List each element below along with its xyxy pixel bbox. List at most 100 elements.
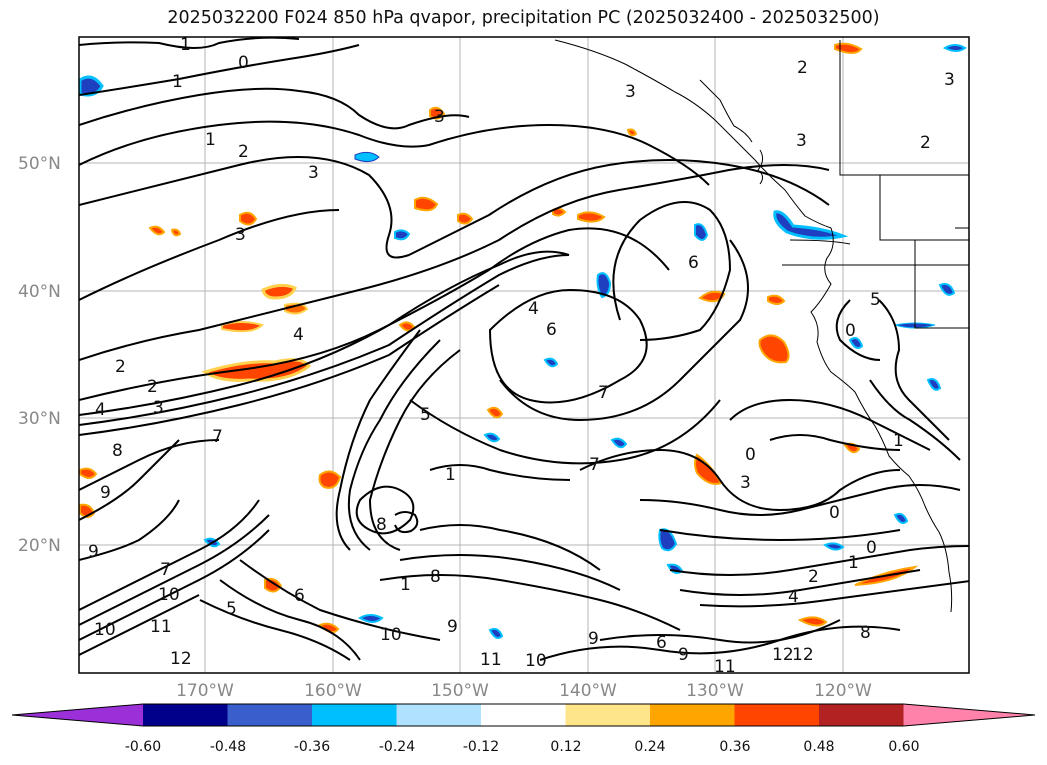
contour-label: 2: [238, 142, 249, 162]
colorbar-level-label: 0.36: [719, 739, 750, 755]
colorbar-level-label: -0.48: [210, 739, 246, 755]
lon-label: 140°W: [559, 681, 617, 701]
colorbar-level-label: -0.24: [379, 739, 415, 755]
contour-labels: 1 1 1 0 2 3 3 3 3 2 3 2 2 3 2 3 4 4 7 7 …: [88, 35, 955, 677]
lat-label: 20°N: [18, 536, 61, 556]
contour-label: 11: [714, 657, 736, 677]
contour-label: 3: [434, 107, 445, 127]
colorbar-segment: [143, 704, 228, 726]
contour-label: 12: [170, 649, 192, 669]
contour-label: 9: [88, 542, 99, 562]
precip-patches: [79, 42, 967, 639]
contour-label: 10: [525, 651, 547, 671]
contour-label: 0: [829, 503, 840, 523]
contour-label: 1: [400, 575, 411, 595]
colorbar-extend-high: [903, 704, 1035, 726]
contour-label: 3: [308, 163, 319, 183]
contour-label: 2: [115, 357, 126, 377]
colorbar-level-label: -0.12: [463, 739, 499, 755]
contour-label: 3: [796, 131, 807, 151]
colorbar-segment: [819, 704, 904, 726]
contour-label: 6: [546, 320, 557, 340]
contour-label: 8: [430, 567, 441, 587]
lon-label: 130°W: [686, 681, 744, 701]
colorbar-level-label: 0.12: [550, 739, 581, 755]
contour-label: 9: [447, 617, 458, 637]
colorbar-segment: [481, 704, 566, 726]
lat-label: 40°N: [18, 282, 61, 302]
contour-label: 0: [238, 53, 249, 73]
contour-label: 2: [797, 58, 808, 78]
map-title: 2025032200 F024 850 hPa qvapor, precipit…: [167, 8, 880, 28]
colorbar-level-label: 0.60: [888, 739, 919, 755]
contour-label: 1: [445, 465, 456, 485]
contour-label: 2: [147, 377, 158, 397]
contour-label: 9: [100, 483, 111, 503]
contour-label: 6: [294, 586, 305, 606]
contour-label: 4: [528, 299, 539, 319]
contour-label: 10: [380, 625, 402, 645]
lon-label: 160°W: [304, 681, 362, 701]
colorbar-extend-low: [12, 704, 143, 726]
contour-label: 8: [860, 623, 871, 643]
contour-label: 1: [893, 431, 904, 451]
contour-label: 10: [94, 620, 116, 640]
map-plot-area: 1 1 1 0 2 3 3 3 3 2 3 2 2 3 2 3 4 4 7 7 …: [79, 35, 969, 677]
contour-label: 1: [172, 72, 183, 92]
contour-label: 9: [588, 629, 599, 649]
contour-label: 3: [625, 82, 636, 102]
colorbar-segment: [312, 704, 397, 726]
plot-frame: [78, 36, 970, 674]
contour-label: 6: [656, 633, 667, 653]
contour-label: 3: [944, 70, 955, 90]
lon-label: 170°W: [176, 681, 234, 701]
colorbar-level-label: -0.60: [125, 739, 161, 755]
colorbar-outline: [11, 703, 1036, 727]
contour-label: 5: [226, 599, 237, 619]
contour-label: 0: [845, 321, 856, 341]
contour-label: 7: [212, 427, 223, 447]
longitude-labels: 170°W 160°W 150°W 140°W 130°W 120°W: [176, 681, 872, 701]
contour-label: 12: [772, 645, 794, 665]
contour-label: 1: [180, 35, 191, 55]
contour-label: 4: [95, 400, 106, 420]
contour-label: 11: [150, 617, 172, 637]
contour-label: 6: [688, 253, 699, 273]
colorbar-segment: [650, 704, 735, 726]
latitude-labels: 50°N 40°N 30°N 20°N: [18, 154, 61, 556]
contour-label: 3: [153, 398, 164, 418]
contour-label: 5: [870, 290, 881, 310]
contour-lines: [79, 37, 969, 661]
contour-label: 11: [480, 650, 502, 670]
lat-label: 50°N: [18, 154, 61, 174]
colorbar-level-label: -0.36: [294, 739, 330, 755]
contour-label: 1: [848, 553, 859, 573]
contour-label: 1: [205, 130, 216, 150]
contour-label: 5: [420, 405, 431, 425]
contour-label: 7: [598, 383, 609, 403]
colorbar-segment: [734, 704, 820, 726]
colorbar-level-label: 0.48: [803, 739, 834, 755]
contour-label: 12: [792, 645, 814, 665]
lon-label: 150°W: [431, 681, 489, 701]
colorbar-segment: [396, 704, 482, 726]
lat-label: 30°N: [18, 409, 61, 429]
contour-label: 7: [160, 560, 171, 580]
contour-label: 0: [866, 538, 877, 558]
contour-label: 3: [740, 473, 751, 493]
colorbar: [11, 703, 1036, 727]
contour-label: 10: [158, 585, 180, 605]
contour-label: 9: [678, 645, 689, 665]
gridlines: [79, 37, 969, 673]
colorbar-labels: -0.60 -0.48 -0.36 -0.24 -0.12 0.12 0.24 …: [125, 739, 920, 755]
colorbar-segment: [227, 704, 313, 726]
contour-label: 4: [788, 587, 799, 607]
contour-label: 2: [920, 133, 931, 153]
colorbar-segment: [565, 704, 651, 726]
lon-label: 120°W: [814, 681, 872, 701]
contour-label: 2: [808, 567, 819, 587]
colorbar-level-label: 0.24: [634, 739, 665, 755]
contour-label: 0: [745, 445, 756, 465]
contour-label: 3: [235, 225, 246, 245]
contour-label: 8: [376, 515, 387, 535]
